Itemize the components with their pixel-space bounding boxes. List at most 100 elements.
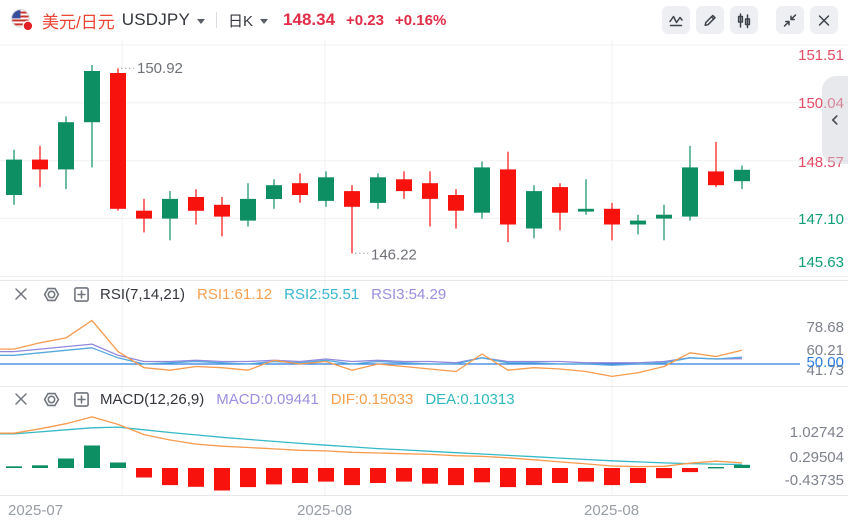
- rsi-axis-label: 78.68: [806, 319, 844, 336]
- low-marker-label: 146.22: [371, 246, 417, 263]
- dea-line: [0, 426, 743, 466]
- candle-body: [734, 169, 750, 182]
- collapse-button[interactable]: [776, 6, 804, 34]
- close-icon: [15, 288, 27, 300]
- macd-axis-label: -0.43735: [784, 472, 844, 489]
- rsi-title: RSI(7,14,21): [100, 285, 186, 303]
- timeframe-selector[interactable]: 日K: [228, 12, 254, 30]
- candle-body: [604, 208, 620, 225]
- close-icon: [15, 393, 27, 405]
- price-axis-label: 147.10: [798, 211, 844, 228]
- macd-histogram-bar: [318, 468, 334, 482]
- macd-close-button[interactable]: [12, 390, 30, 408]
- macd-panel-header: MACD(12,26,9) MACD:0.09441 DIF:0.15033 D…: [12, 389, 515, 409]
- macd-histogram-bar: [656, 468, 672, 479]
- candle-body: [578, 208, 594, 212]
- candle-body: [6, 159, 22, 195]
- plus-square-icon: [73, 286, 89, 302]
- candlestick-icon: [737, 12, 751, 28]
- candle-body: [136, 210, 152, 219]
- candle-body: [370, 177, 386, 203]
- candle-body: [110, 73, 126, 209]
- macd-title: MACD(12,26,9): [100, 390, 205, 408]
- macd-histogram-bar: [734, 464, 750, 468]
- macd-histogram-bar: [682, 468, 698, 473]
- draw-button[interactable]: [696, 6, 724, 34]
- macd-settings-button[interactable]: [42, 390, 60, 408]
- candle-body: [84, 71, 100, 123]
- collapse-icon: [783, 13, 797, 27]
- macd-histogram-bar: [162, 468, 178, 486]
- side-panel-handle[interactable]: [822, 76, 848, 164]
- symbol-label[interactable]: USDJPY: [121, 10, 191, 29]
- dif-line: [0, 416, 743, 468]
- rsi-axis-label: 41.73: [806, 362, 844, 379]
- macd-histogram-bar: [422, 468, 438, 484]
- candle-body: [396, 179, 412, 192]
- macd-histogram-bar: [6, 466, 22, 468]
- candle-body: [292, 183, 308, 195]
- gear-icon: [43, 287, 59, 301]
- macd-histogram-bar: [110, 462, 126, 468]
- macd-histogram-bar: [604, 468, 620, 486]
- candle-body: [422, 183, 438, 199]
- usdjpy-flag-icon: [11, 8, 34, 31]
- candle-body: [188, 197, 204, 211]
- rsi-expand-button[interactable]: [72, 285, 90, 303]
- symbol-caret-down-icon[interactable]: [197, 18, 206, 24]
- draw-pencil-icon: [704, 14, 716, 26]
- candle-body: [240, 198, 256, 221]
- chart-style-button[interactable]: [730, 6, 758, 34]
- candle-body: [214, 204, 230, 217]
- macd-histogram-bar: [240, 468, 256, 488]
- macd-histogram-bar: [32, 465, 48, 468]
- candle-body: [474, 167, 490, 213]
- macd-histogram-bar: [58, 458, 74, 468]
- rsi3-value: RSI3:54.29: [371, 285, 447, 303]
- rsi1-value: RSI1:61.12: [197, 285, 273, 303]
- x-axis-label: 2025-08: [584, 502, 640, 519]
- close-chart-button[interactable]: [810, 6, 838, 34]
- header-divider: [216, 12, 218, 28]
- candle-body: [656, 214, 672, 219]
- candle-body: [500, 169, 516, 225]
- macd-histogram-bar: [630, 468, 646, 483]
- macd-histogram-bar: [500, 468, 516, 488]
- rsi-panel-header: RSI(7,14,21) RSI1:61.12 RSI2:55.51 RSI3:…: [12, 284, 446, 304]
- rsi-axis-label: 60.21: [806, 342, 844, 359]
- macd-histogram-bar: [214, 468, 230, 491]
- macd-axis-label: 1.02742: [789, 424, 844, 441]
- macd-histogram-bar: [370, 468, 386, 483]
- macd-histogram-bar: [266, 468, 282, 485]
- pair-name-cn: 美元/日元: [42, 12, 115, 32]
- price-axis-label: 151.51: [798, 47, 844, 64]
- macd-axis-label: 0.29504: [789, 449, 844, 466]
- macd-histogram-bar: [474, 468, 490, 483]
- last-price: 148.34: [283, 10, 336, 29]
- candle-body: [682, 167, 698, 217]
- indicator-button[interactable]: [662, 6, 690, 34]
- candle-body: [266, 185, 282, 199]
- timeframe-caret-down-icon[interactable]: [260, 18, 269, 24]
- price-axis-label: 148.57: [798, 154, 844, 171]
- candle-body: [526, 191, 542, 229]
- macd-histogram-bar: [526, 468, 542, 486]
- candle-body: [344, 191, 360, 207]
- price-axis-label: 150.04: [798, 95, 844, 112]
- rsi2-value: RSI2:55.51: [284, 285, 360, 303]
- rsi-settings-button[interactable]: [42, 285, 60, 303]
- candle-body: [162, 198, 178, 219]
- macd-histogram-bar: [396, 468, 412, 482]
- candle-body: [708, 171, 724, 186]
- chevron-left-icon: [831, 115, 838, 125]
- macd-expand-button[interactable]: [72, 390, 90, 408]
- macd-histogram-bar: [344, 468, 360, 486]
- macd-histogram-bar: [708, 467, 724, 469]
- price-change: +0.23: [346, 11, 384, 29]
- rsi-level-label: 50.00: [806, 354, 844, 371]
- rsi-close-button[interactable]: [12, 285, 30, 303]
- candle-body: [58, 122, 74, 170]
- candle-body: [552, 187, 568, 213]
